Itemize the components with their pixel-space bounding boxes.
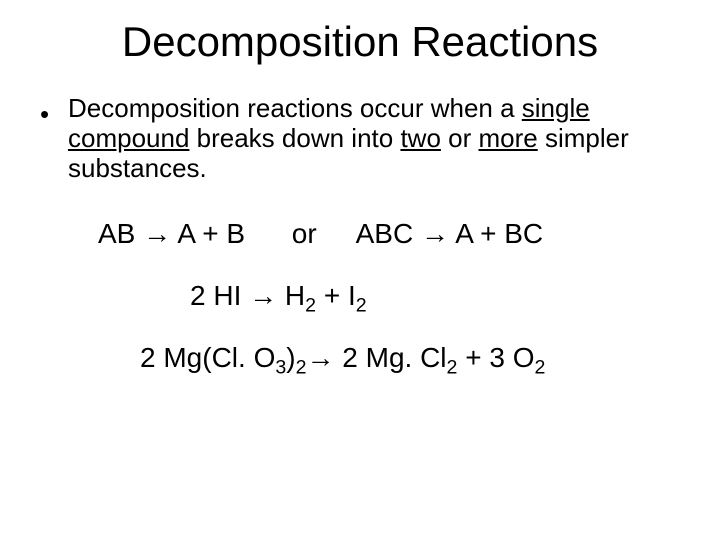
slide-title: Decomposition Reactions bbox=[40, 18, 680, 66]
eq3-a: 2 Mg(Cl. O bbox=[140, 342, 275, 373]
eq1-lhs1: AB bbox=[98, 218, 143, 249]
eq2-rhs-b: + I bbox=[316, 280, 356, 311]
eq2-sub-1: 2 bbox=[305, 294, 316, 316]
bullet-text-pre: Decomposition reactions occur when a bbox=[68, 93, 522, 123]
eq2-lhs: 2 HI bbox=[190, 280, 249, 311]
bullet-marker: • bbox=[40, 94, 68, 130]
eq3-sub3: 3 bbox=[275, 356, 286, 378]
eq3-b: ) bbox=[286, 342, 295, 373]
slide: Decomposition Reactions • Decomposition … bbox=[0, 0, 720, 540]
eq2-sub-2: 2 bbox=[356, 294, 367, 316]
equation-example-2: 2 Mg(Cl. O3)2→ 2 Mg. Cl2 + 3 O2 bbox=[140, 342, 680, 374]
eq2-rhs-a: H bbox=[277, 280, 305, 311]
eq3-c: 2 Mg. Cl bbox=[335, 342, 447, 373]
arrow-icon: → bbox=[249, 280, 277, 311]
arrow-icon: → bbox=[143, 218, 171, 249]
arrow-icon: → bbox=[421, 218, 449, 249]
eq3-d: + 3 O bbox=[457, 342, 534, 373]
bullet-underline-3: more bbox=[478, 123, 537, 153]
bullet-text-mid2: or bbox=[441, 123, 479, 153]
bullet-underline-2: two bbox=[400, 123, 440, 153]
bullet-text-mid1: breaks down into bbox=[189, 123, 400, 153]
eq1-lhs2: ABC bbox=[356, 218, 421, 249]
bullet-item: • Decomposition reactions occur when a s… bbox=[40, 94, 680, 184]
eq1-rhs2: A + BC bbox=[449, 218, 543, 249]
equation-example-1: 2 HI → H2 + I2 bbox=[190, 280, 680, 312]
eq3-sub2b: 2 bbox=[447, 356, 458, 378]
bullet-text: Decomposition reactions occur when a sin… bbox=[68, 94, 680, 184]
eq1-or: or bbox=[292, 218, 317, 249]
eq3-sub2c: 2 bbox=[534, 356, 545, 378]
arrow-icon: → bbox=[307, 342, 335, 373]
eq3-sub2a: 2 bbox=[296, 356, 307, 378]
equation-generic: AB → A + B or ABC → A + BC bbox=[98, 218, 680, 250]
eq1-rhs1: A + B bbox=[171, 218, 245, 249]
